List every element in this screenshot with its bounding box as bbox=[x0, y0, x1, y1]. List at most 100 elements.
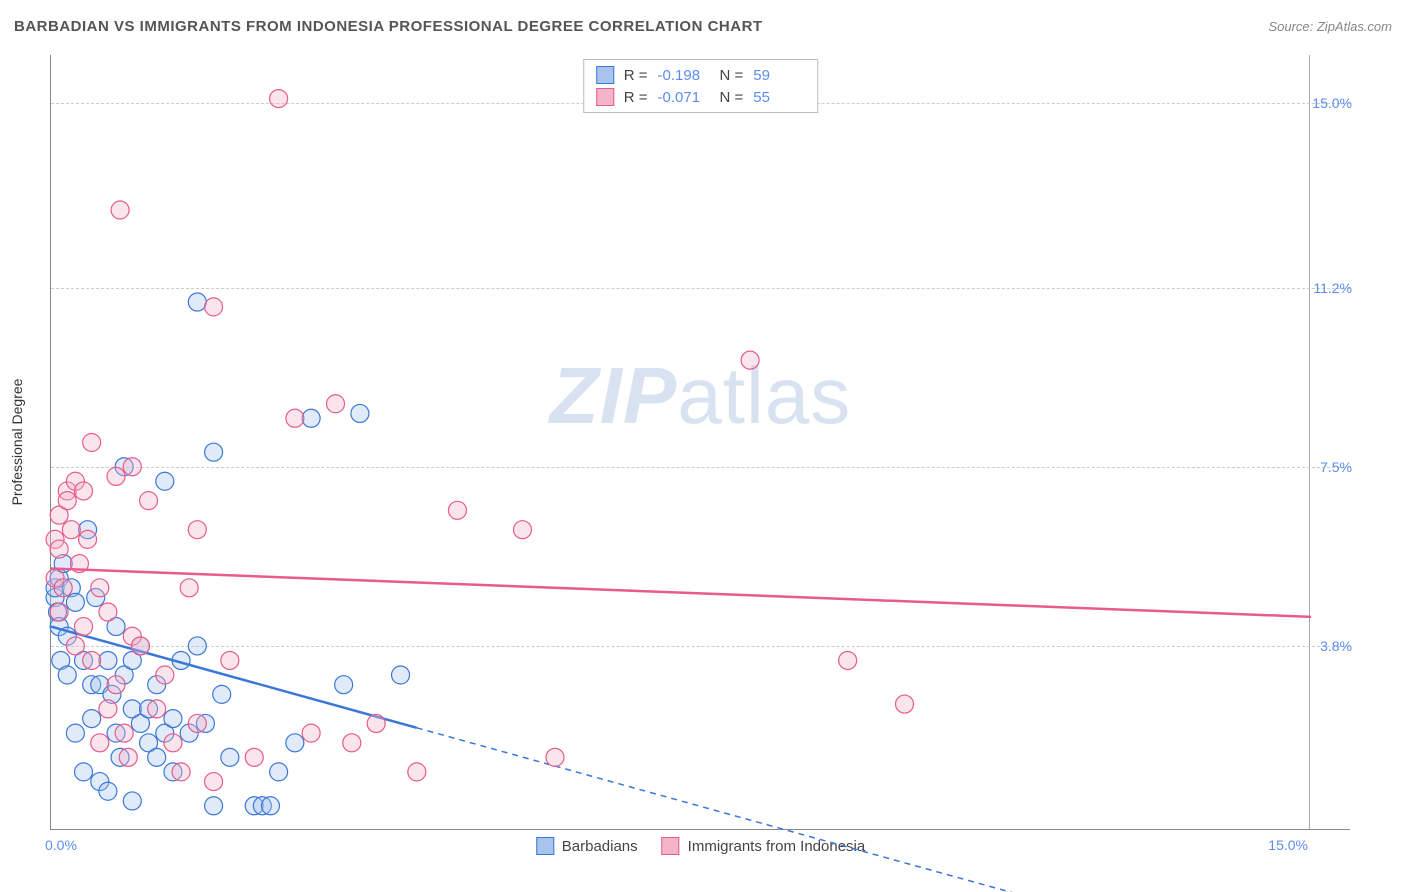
scatter-point bbox=[205, 773, 223, 791]
scatter-point bbox=[91, 579, 109, 597]
scatter-point bbox=[741, 351, 759, 369]
scatter-point bbox=[188, 521, 206, 539]
chart-header: BARBADIAN VS IMMIGRANTS FROM INDONESIA P… bbox=[14, 18, 1392, 35]
scatter-point bbox=[302, 724, 320, 742]
swatch-series-1 bbox=[596, 88, 614, 106]
legend-item-1: Immigrants from Indonesia bbox=[662, 837, 866, 855]
scatter-point bbox=[392, 666, 410, 684]
legend-row-series-0: R = -0.198 N = 59 bbox=[596, 64, 806, 86]
scatter-point bbox=[270, 763, 288, 781]
scatter-point bbox=[896, 695, 914, 713]
scatter-point bbox=[99, 651, 117, 669]
r-value-1: -0.071 bbox=[658, 89, 710, 106]
scatter-point bbox=[172, 763, 190, 781]
scatter-point bbox=[335, 676, 353, 694]
chart-plot-area: ZIPatlas Professional Degree 3.8%7.5%11.… bbox=[50, 55, 1350, 830]
scatter-point bbox=[107, 676, 125, 694]
scatter-point bbox=[107, 467, 125, 485]
trend-line-solid bbox=[51, 568, 1311, 616]
scatter-point bbox=[367, 714, 385, 732]
correlation-legend: R = -0.198 N = 59 R = -0.071 N = 55 bbox=[583, 59, 819, 113]
scatter-point bbox=[343, 734, 361, 752]
scatter-point bbox=[205, 443, 223, 461]
x-tick-min: 0.0% bbox=[45, 837, 77, 853]
scatter-point bbox=[79, 530, 97, 548]
scatter-point bbox=[180, 579, 198, 597]
scatter-point bbox=[62, 521, 80, 539]
scatter-point bbox=[513, 521, 531, 539]
n-label: N = bbox=[720, 89, 744, 106]
scatter-point bbox=[156, 666, 174, 684]
scatter-point bbox=[221, 651, 239, 669]
scatter-point bbox=[66, 637, 84, 655]
scatter-point bbox=[83, 710, 101, 728]
scatter-point bbox=[839, 651, 857, 669]
scatter-point bbox=[111, 201, 129, 219]
swatch-series-0 bbox=[536, 837, 554, 855]
scatter-point bbox=[164, 710, 182, 728]
scatter-point bbox=[75, 763, 93, 781]
scatter-point bbox=[75, 482, 93, 500]
swatch-series-0 bbox=[596, 66, 614, 84]
scatter-point bbox=[270, 90, 288, 108]
source-prefix: Source: bbox=[1268, 19, 1316, 34]
scatter-point bbox=[148, 748, 166, 766]
scatter-point bbox=[245, 748, 263, 766]
scatter-point bbox=[140, 492, 158, 510]
scatter-point bbox=[83, 434, 101, 452]
scatter-point bbox=[148, 700, 166, 718]
n-value-1: 55 bbox=[753, 89, 805, 106]
scatter-point bbox=[131, 637, 149, 655]
r-label: R = bbox=[624, 89, 648, 106]
source-name: ZipAtlas.com bbox=[1317, 19, 1392, 34]
scatter-point bbox=[66, 724, 84, 742]
swatch-series-1 bbox=[662, 837, 680, 855]
scatter-svg bbox=[51, 55, 1350, 829]
scatter-point bbox=[75, 618, 93, 636]
r-value-0: -0.198 bbox=[658, 67, 710, 84]
scatter-point bbox=[286, 734, 304, 752]
scatter-point bbox=[54, 579, 72, 597]
series-label-1: Immigrants from Indonesia bbox=[688, 838, 866, 855]
x-tick-max: 15.0% bbox=[1268, 837, 1308, 853]
scatter-point bbox=[91, 734, 109, 752]
scatter-point bbox=[99, 603, 117, 621]
scatter-point bbox=[302, 409, 320, 427]
n-value-0: 59 bbox=[753, 67, 805, 84]
scatter-point bbox=[205, 298, 223, 316]
scatter-point bbox=[188, 637, 206, 655]
scatter-point bbox=[213, 685, 231, 703]
chart-title: BARBADIAN VS IMMIGRANTS FROM INDONESIA P… bbox=[14, 18, 763, 35]
scatter-point bbox=[66, 593, 84, 611]
scatter-point bbox=[286, 409, 304, 427]
scatter-point bbox=[123, 458, 141, 476]
scatter-point bbox=[50, 540, 68, 558]
scatter-point bbox=[99, 700, 117, 718]
scatter-point bbox=[188, 714, 206, 732]
series-label-0: Barbadians bbox=[562, 838, 638, 855]
scatter-point bbox=[188, 293, 206, 311]
scatter-point bbox=[408, 763, 426, 781]
r-label: R = bbox=[624, 67, 648, 84]
y-axis-label: Professional Degree bbox=[9, 379, 25, 506]
scatter-point bbox=[58, 666, 76, 684]
scatter-point bbox=[50, 603, 68, 621]
scatter-point bbox=[448, 501, 466, 519]
scatter-point bbox=[205, 797, 223, 815]
legend-row-series-1: R = -0.071 N = 55 bbox=[596, 86, 806, 108]
n-label: N = bbox=[720, 67, 744, 84]
scatter-point bbox=[164, 734, 182, 752]
scatter-point bbox=[351, 404, 369, 422]
scatter-point bbox=[58, 492, 76, 510]
scatter-point bbox=[83, 651, 101, 669]
scatter-point bbox=[261, 797, 279, 815]
scatter-point bbox=[119, 748, 137, 766]
scatter-point bbox=[115, 724, 133, 742]
scatter-point bbox=[99, 782, 117, 800]
legend-item-0: Barbadians bbox=[536, 837, 638, 855]
scatter-point bbox=[123, 792, 141, 810]
series-legend: Barbadians Immigrants from Indonesia bbox=[536, 837, 865, 855]
scatter-point bbox=[156, 472, 174, 490]
scatter-point bbox=[221, 748, 239, 766]
source-attribution: Source: ZipAtlas.com bbox=[1268, 19, 1392, 34]
